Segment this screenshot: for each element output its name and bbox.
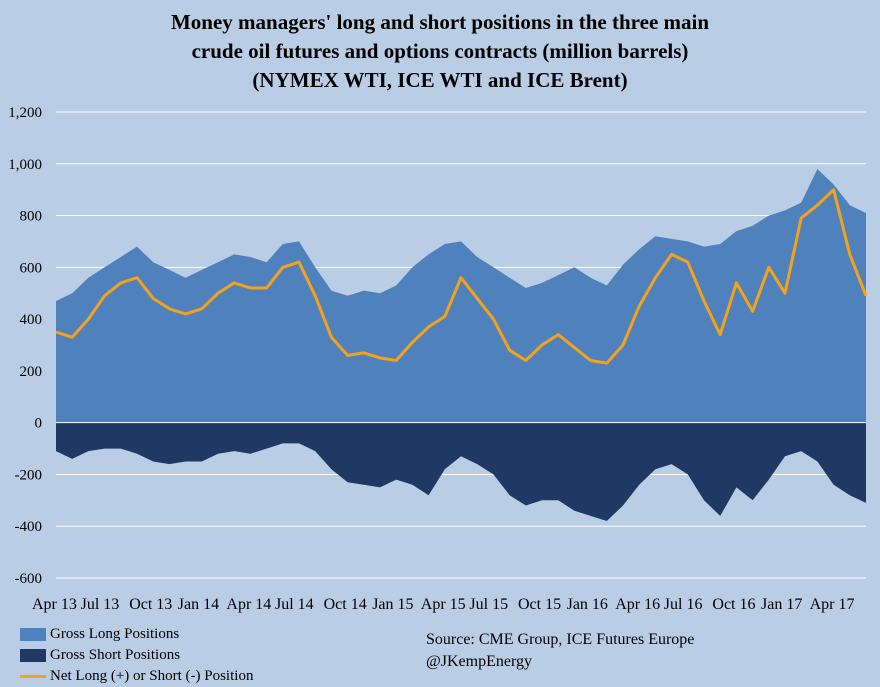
legend-item-net: Net Long (+) or Short (-) Position bbox=[20, 666, 253, 687]
gross-long-area bbox=[56, 169, 866, 423]
y-tick-label-8: 1,000 bbox=[8, 157, 42, 173]
legend-label-short: Gross Short Positions bbox=[50, 647, 181, 663]
x-tick-label-4: Apr 14 bbox=[226, 596, 271, 613]
net-position-line bbox=[55, 188, 868, 365]
y-tick-label-7: 800 bbox=[20, 209, 43, 225]
source-note: Source: CME Group, ICE Futures Europe @J… bbox=[426, 629, 694, 673]
x-tick-label-0: Apr 13 bbox=[32, 596, 77, 613]
chart-title: Money managers' long and short positions… bbox=[0, 8, 880, 95]
y-tick-label-1: -400 bbox=[15, 519, 43, 535]
source-line: Source: CME Group, ICE Futures Europe bbox=[426, 631, 695, 648]
x-tick-label-12: Apr 16 bbox=[615, 596, 660, 613]
x-tick-label-10: Oct 15 bbox=[518, 596, 561, 613]
y-tick-label-5: 400 bbox=[20, 312, 43, 328]
y-tick-label-4: 200 bbox=[20, 364, 43, 380]
x-tick-label-6: Oct 14 bbox=[324, 596, 367, 613]
chart-title-line-3: (NYMEX WTI, ICE WTI and ICE Brent) bbox=[252, 68, 628, 92]
y-tick-label-2: -200 bbox=[15, 467, 43, 483]
y-tick-label-6: 600 bbox=[20, 260, 43, 276]
legend-label-long: Gross Long Positions bbox=[50, 626, 180, 642]
legend-swatch-long bbox=[20, 628, 46, 641]
x-tick-label-9: Jul 15 bbox=[469, 596, 508, 613]
gross-short-area bbox=[56, 422, 866, 521]
x-tick-label-8: Apr 15 bbox=[421, 596, 466, 613]
legend: Gross Long Positions Gross Short Positio… bbox=[20, 624, 253, 687]
legend-swatch-short bbox=[20, 649, 46, 662]
legend-item-short: Gross Short Positions bbox=[20, 645, 253, 666]
y-tick-label-9: 1,200 bbox=[8, 105, 42, 121]
legend-item-long: Gross Long Positions bbox=[20, 624, 253, 645]
legend-label-net: Net Long (+) or Short (-) Position bbox=[50, 668, 254, 684]
x-tick-label-1: Jul 13 bbox=[81, 596, 120, 613]
x-tick-label-5: Jul 14 bbox=[275, 596, 314, 613]
x-tick-label-3: Jan 14 bbox=[178, 596, 219, 613]
legend-swatch-net bbox=[20, 675, 46, 678]
x-tick-label-2: Oct 13 bbox=[129, 596, 172, 613]
x-tick-label-7: Jan 15 bbox=[372, 596, 413, 613]
x-tick-label-13: Jul 16 bbox=[664, 596, 703, 613]
chart-title-line-2: crude oil futures and options contracts … bbox=[191, 39, 689, 63]
y-tick-label-3: 0 bbox=[35, 416, 43, 432]
x-tick-label-16: Apr 17 bbox=[810, 596, 855, 613]
x-axis-tick-labels: Apr 13 Jul 13 Oct 13 Jan 14 Apr 14 Jul 14 Oct … bbox=[32, 596, 854, 613]
x-tick-label-14: Oct 16 bbox=[712, 596, 755, 613]
y-axis-tick-labels: -600 -400 -200 0 200 400 600 800 1,000 1,200 bbox=[8, 105, 42, 587]
y-tick-label-0: -600 bbox=[15, 571, 43, 587]
chart-title-line-1: Money managers' long and short positions… bbox=[170, 10, 710, 34]
x-tick-label-15: Jan 17 bbox=[761, 596, 802, 613]
x-tick-label-11: Jan 16 bbox=[567, 596, 608, 613]
author-handle: @JKempEnergy bbox=[426, 653, 532, 670]
